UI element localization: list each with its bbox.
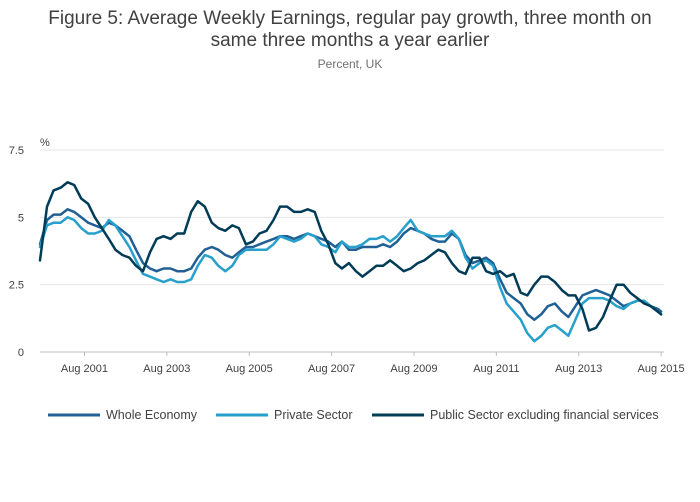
chart-subtitle: Percent, UK xyxy=(318,57,383,71)
x-tick-label: Aug 2003 xyxy=(143,363,190,375)
y-tick-label: 0 xyxy=(18,347,24,359)
legend-label-0: Whole Economy xyxy=(106,408,198,422)
y-tick-label: 7.5 xyxy=(9,145,24,157)
legend-label-2: Public Sector excluding financial servic… xyxy=(430,408,659,422)
chart-title-line-1: Figure 5: Average Weekly Earnings, regul… xyxy=(48,8,651,29)
series-line-0 xyxy=(38,208,663,321)
series-line-2 xyxy=(38,181,663,332)
y-axis-unit-label: % xyxy=(40,137,50,149)
x-tick-label: Aug 2009 xyxy=(390,363,437,375)
series-line-1 xyxy=(38,216,663,343)
x-axis-ticks: Aug 2001 Aug 2003 Aug 2005 Aug 2007 Aug 2009… xyxy=(61,352,685,375)
y-tick-label: 5 xyxy=(18,212,24,224)
gridlines xyxy=(40,149,664,353)
x-tick-label: Aug 2005 xyxy=(226,363,273,375)
x-tick-label: Aug 2007 xyxy=(308,363,355,375)
x-tick-label: Aug 2015 xyxy=(638,363,685,375)
y-tick-label: 2.5 xyxy=(9,280,24,292)
x-tick-label: Aug 2013 xyxy=(555,363,602,375)
x-tick-label: Aug 2011 xyxy=(473,363,519,375)
legend: Whole Economy Private Sector Public Sector… xyxy=(48,408,659,422)
series-lines xyxy=(38,181,663,343)
x-tick-label: Aug 2001 xyxy=(61,363,108,375)
chart-title-line-2: same three months a year earlier xyxy=(211,30,490,51)
y-axis-ticks: 0 2.5 5 7.5 xyxy=(9,145,24,359)
legend-label-1: Private Sector xyxy=(274,408,353,422)
